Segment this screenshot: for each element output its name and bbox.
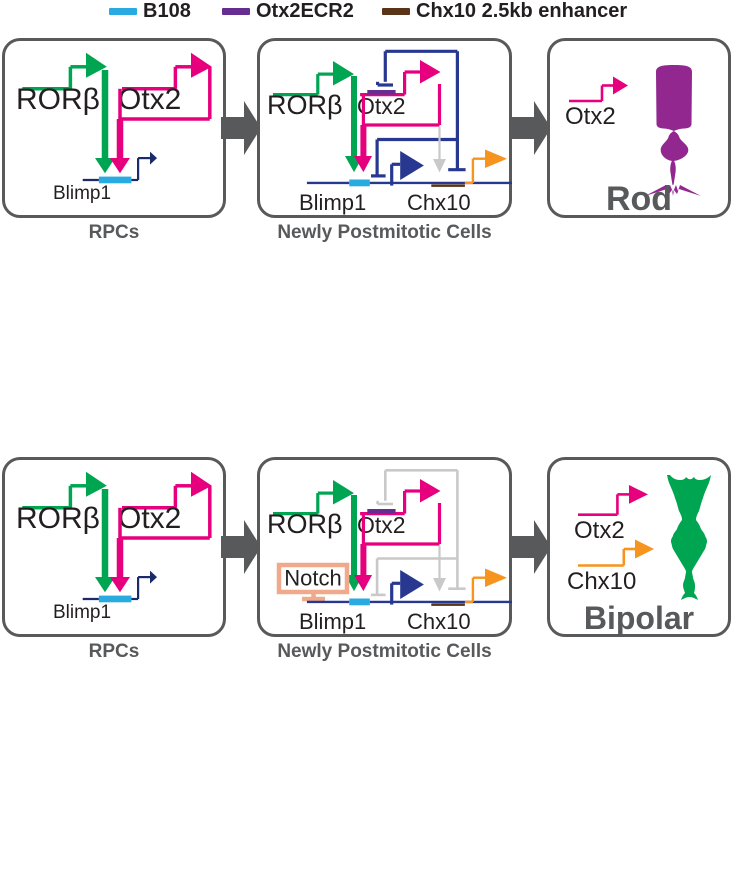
svg-text:Otx2: Otx2 bbox=[118, 83, 181, 116]
svg-text:Chx10: Chx10 bbox=[407, 190, 471, 215]
svg-text:RORβ: RORβ bbox=[267, 90, 343, 120]
svg-text:Otx2: Otx2 bbox=[118, 502, 181, 535]
svg-text:Blimp1: Blimp1 bbox=[299, 609, 366, 634]
svg-text:Notch: Notch bbox=[284, 566, 341, 591]
svg-text:Blimp1: Blimp1 bbox=[53, 602, 111, 623]
svg-text:RORβ: RORβ bbox=[267, 509, 343, 539]
svg-text:Blimp1: Blimp1 bbox=[53, 183, 111, 204]
svg-text:RORβ: RORβ bbox=[16, 83, 100, 116]
svg-text:Rod: Rod bbox=[606, 180, 672, 218]
svg-text:Bipolar: Bipolar bbox=[584, 600, 694, 636]
svg-text:Otx2: Otx2 bbox=[574, 517, 625, 544]
svg-text:Chx10: Chx10 bbox=[407, 609, 471, 634]
svg-text:RORβ: RORβ bbox=[16, 502, 100, 535]
svg-text:Blimp1: Blimp1 bbox=[299, 190, 366, 215]
svg-text:Chx10: Chx10 bbox=[567, 568, 636, 595]
svg-text:Otx2: Otx2 bbox=[565, 103, 616, 130]
